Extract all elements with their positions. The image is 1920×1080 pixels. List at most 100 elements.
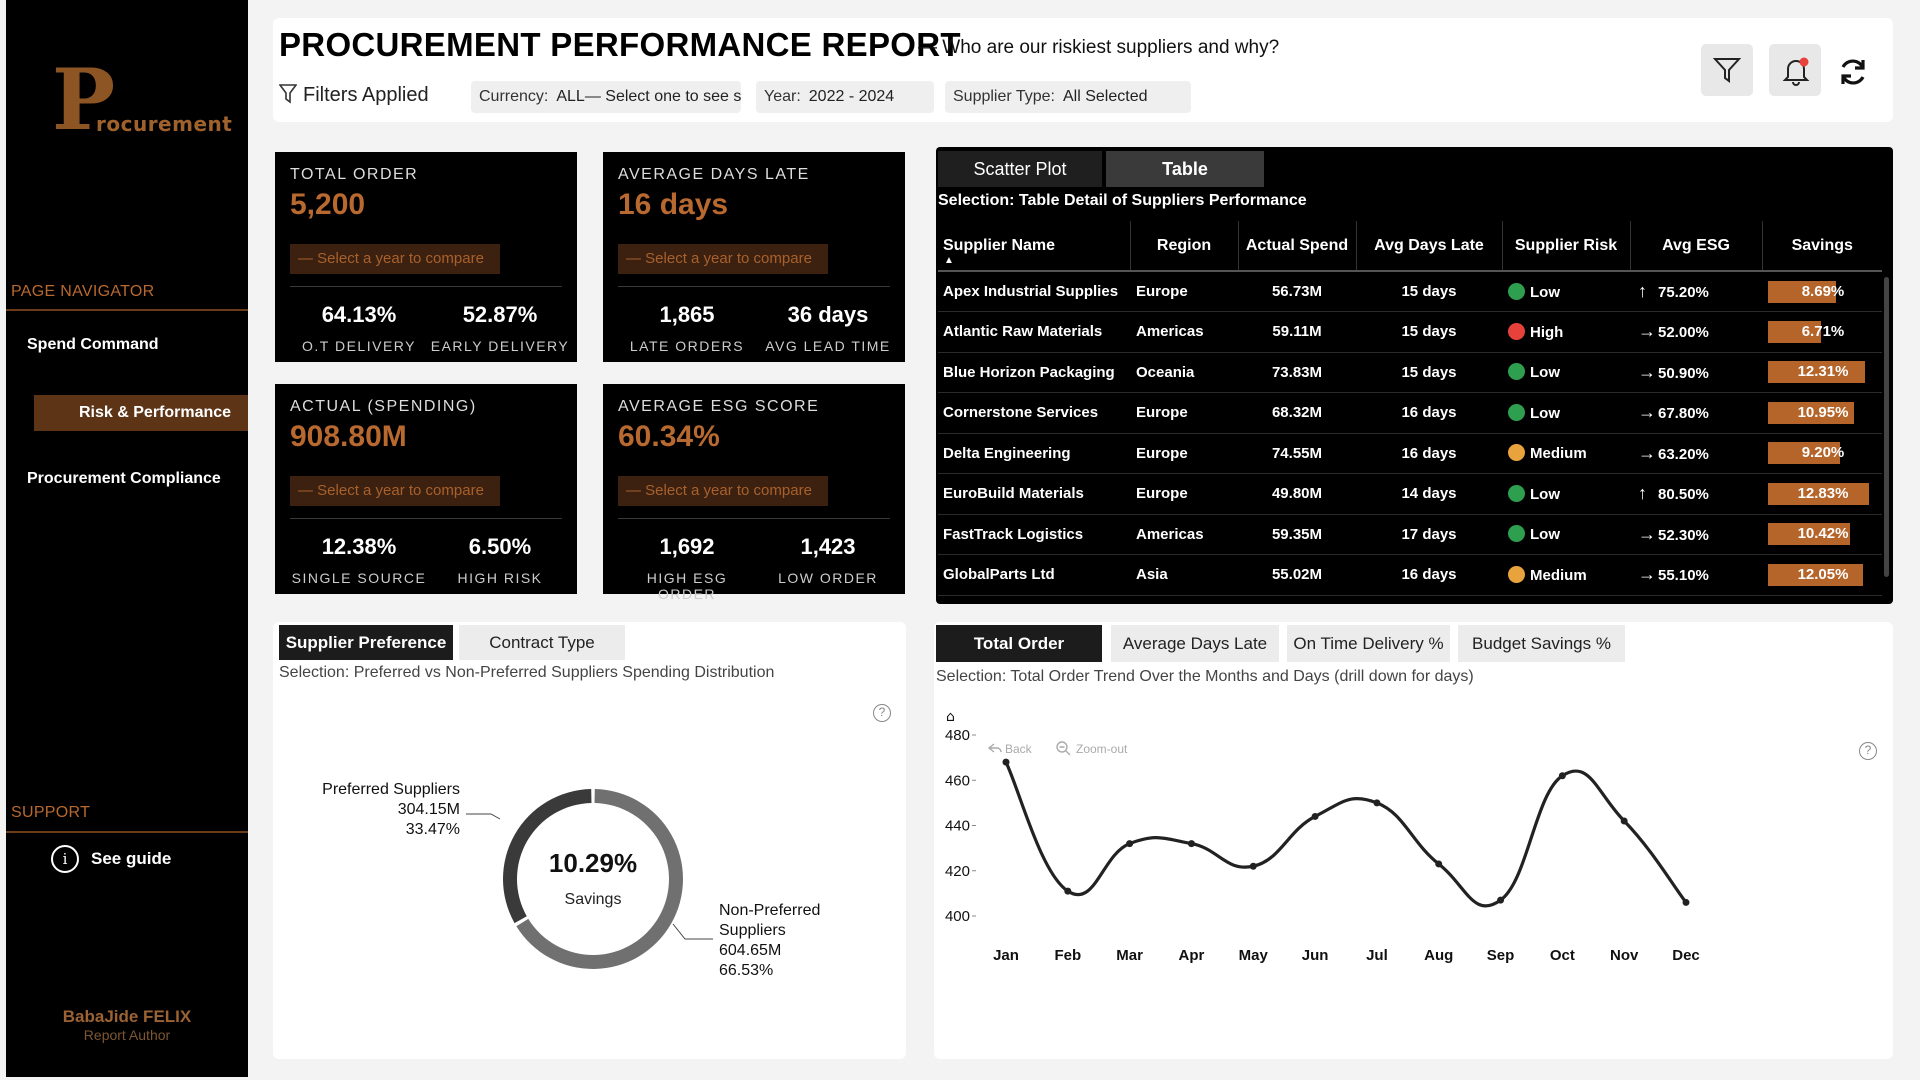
tab-budget-savings[interactable]: Budget Savings % — [1458, 625, 1625, 662]
table-row[interactable]: Blue Horizon Packaging Oceania 73.83M 15 da… — [938, 352, 1882, 393]
data-point[interactable] — [1311, 812, 1319, 820]
cell-supplier-risk: Medium — [1502, 554, 1630, 596]
data-point[interactable] — [1620, 817, 1628, 825]
back-label: Back — [1005, 742, 1033, 756]
kpi-sub-high-risk: 6.50% HIGH RISK — [430, 534, 570, 586]
savings-bar — [1768, 482, 1869, 505]
help-icon[interactable]: ? — [873, 704, 891, 722]
kpi-sub-label: LOW ORDER — [778, 570, 878, 586]
logo-text: rocurement — [96, 112, 233, 136]
data-point[interactable] — [1373, 799, 1381, 807]
data-point[interactable] — [1064, 887, 1072, 895]
nav-item-procurement-compliance[interactable]: Procurement Compliance — [27, 470, 221, 487]
tab-total-order[interactable]: Total Order — [936, 625, 1102, 662]
cell-actual-spend: 73.83M — [1238, 352, 1356, 393]
kpi-compare-hint: — Select a year to compare — [290, 244, 500, 274]
data-point[interactable] — [1002, 758, 1010, 766]
savings-bar — [1768, 442, 1840, 465]
esg-trend-right-arrow-icon: → — [1638, 321, 1656, 342]
refresh-icon — [1841, 59, 1865, 85]
filter-small-icon — [278, 84, 298, 104]
data-point[interactable] — [1435, 860, 1443, 868]
filter-button[interactable] — [1701, 44, 1753, 96]
esg-value: 80.50% — [1658, 486, 1709, 504]
risk-indicator-dot — [1508, 282, 1525, 300]
x-tick-label: Oct — [1550, 947, 1575, 964]
notification-button[interactable] — [1769, 44, 1821, 96]
data-point[interactable] — [1126, 840, 1134, 848]
filters-applied[interactable]: Filters Applied — [278, 84, 429, 107]
esg-trend-right-arrow-icon: → — [1638, 442, 1656, 463]
currency-filter[interactable]: Currency: ALL— Select one to see symbol — [471, 81, 741, 113]
data-point[interactable] — [1558, 772, 1566, 780]
zoom-out-label: Zoom-out — [1076, 742, 1128, 756]
tab-scatter-plot[interactable]: Scatter Plot — [938, 151, 1102, 187]
tab-supplier-preference[interactable]: Supplier Preference — [279, 625, 453, 660]
risk-label: Low — [1530, 364, 1560, 382]
cell-avg-esg: → 67.80% — [1630, 392, 1762, 434]
x-tick-label: Mar — [1116, 947, 1143, 964]
cell-supplier-risk: Low — [1502, 514, 1630, 555]
data-point[interactable] — [1187, 840, 1195, 848]
table-row[interactable]: Delta Engineering Europe 74.55M 16 days Medi… — [938, 433, 1882, 474]
tab-table[interactable]: Table — [1106, 151, 1264, 187]
year-filter[interactable]: Year: 2022 - 2024 — [756, 81, 934, 113]
kpi-sub-label: SINGLE SOURCE — [291, 570, 427, 586]
savings-value: 12.83% — [1797, 484, 1849, 502]
risk-indicator-dot — [1508, 565, 1525, 583]
column-header-supplier-name[interactable]: Supplier Name ▲ — [938, 221, 1131, 272]
refresh-button[interactable] — [1825, 44, 1877, 96]
esg-trend-right-arrow-icon: → — [1638, 523, 1656, 544]
non-preferred-slice-name-1: Non-Preferred — [719, 902, 820, 919]
x-tick-label: Sep — [1487, 947, 1515, 964]
cell-supplier-name: Cornerstone Services — [938, 392, 1130, 434]
column-header-actual-spend[interactable]: Actual Spend — [1238, 221, 1357, 272]
data-point[interactable] — [1497, 896, 1505, 904]
tab-average-days-late[interactable]: Average Days Late — [1111, 625, 1279, 662]
table-row[interactable]: Cornerstone Services Europe 68.32M 16 days L… — [938, 392, 1882, 434]
logo-letter: P — [52, 50, 116, 149]
x-tick-label: Jan — [993, 947, 1019, 964]
table-row[interactable]: Atlantic Raw Materials Americas 59.11M 15 d… — [938, 311, 1882, 353]
back-control[interactable]: Back — [987, 742, 1033, 756]
nav-item-spend-command[interactable]: Spend Command — [27, 336, 159, 353]
supplier-type-filter-key: Supplier Type: — [953, 88, 1055, 105]
table-selection-caption: Selection: Table Detail of Suppliers Per… — [938, 192, 1307, 209]
table-scrollbar[interactable] — [1884, 277, 1889, 577]
kpi-label: AVERAGE DAYS LATE — [618, 166, 810, 183]
kpi-value: 5,200 — [290, 188, 366, 221]
cell-supplier-risk: Low — [1502, 392, 1630, 434]
data-point[interactable] — [1682, 898, 1690, 906]
kpi-value: 60.34% — [618, 420, 720, 453]
column-header-region[interactable]: Region — [1130, 221, 1239, 272]
cell-savings: 12.31% — [1762, 352, 1882, 393]
info-icon: i — [51, 845, 79, 873]
table-row[interactable]: EuroBuild Materials Europe 49.80M 14 days Lo… — [938, 473, 1882, 515]
non-preferred-leader-line — [672, 923, 713, 940]
savings-value: 9.20% — [1801, 444, 1845, 462]
data-point[interactable] — [1249, 862, 1257, 870]
home-icon[interactable]: ⌂ — [946, 709, 955, 725]
table-row[interactable]: Apex Industrial Supplies Europe 56.73M 15 d… — [938, 271, 1882, 312]
see-guide-button[interactable]: i See guide — [51, 845, 171, 873]
tab-contract-type[interactable]: Contract Type — [459, 625, 625, 660]
esg-value: 52.00% — [1658, 324, 1709, 342]
cell-region: Americas — [1130, 311, 1238, 353]
supplier-type-filter[interactable]: Supplier Type: All Selected — [945, 81, 1191, 113]
column-header-avg-days-late[interactable]: Avg Days Late — [1356, 221, 1503, 272]
column-header-savings[interactable]: Savings — [1762, 221, 1882, 272]
help-icon[interactable]: ? — [1859, 742, 1877, 760]
column-header-avg-esg[interactable]: Avg ESG — [1630, 221, 1763, 272]
filters-applied-label: Filters Applied — [303, 84, 429, 106]
total-order-line[interactable] — [1004, 761, 1688, 908]
kpi-average-days-late: AVERAGE DAYS LATE 16 days — Select a yea… — [603, 152, 905, 362]
table-row[interactable]: FastTrack Logistics Americas 59.35M 17 days… — [938, 514, 1882, 555]
nav-item-risk-performance[interactable]: Risk & Performance — [34, 395, 248, 431]
tab-on-time-delivery[interactable]: On Time Delivery % — [1287, 625, 1450, 662]
zoom-out-control[interactable]: Zoom-out — [1056, 741, 1128, 756]
table-row[interactable]: GlobalParts Ltd Asia 55.02M 16 days Medium → 5… — [938, 554, 1882, 596]
cell-avg-esg: → 52.00% — [1630, 311, 1762, 353]
donut-slice-preferred[interactable] — [503, 789, 592, 924]
cell-avg-esg: ↑ 80.50% — [1630, 473, 1762, 515]
column-header-supplier-risk[interactable]: Supplier Risk — [1502, 221, 1631, 272]
